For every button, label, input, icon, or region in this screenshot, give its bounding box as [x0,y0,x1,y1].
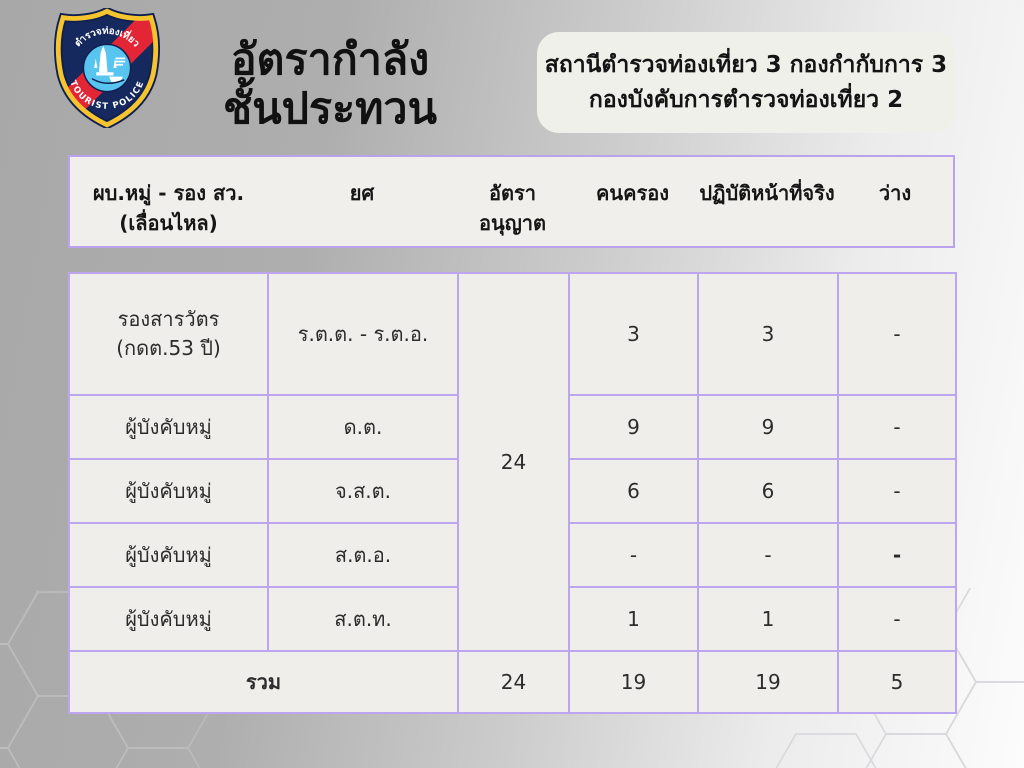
actual-duty-cell: - [697,522,839,588]
vacant-cell: - [837,458,957,524]
total-label-cell: รวม [68,650,459,714]
table-row: ผู้บังคับหมู่ ส.ต.ท. 1 1- [68,586,957,652]
column-header-label: คนครอง [596,181,669,205]
position-cell: ผู้บังคับหมู่ [68,586,269,652]
actual-duty-cell: 9 [697,394,839,460]
table-row: ผู้บังคับหมู่ ส.ต.อ. - - - [68,522,957,588]
table-row: รองสารวัตร (กดต.53 ปี) ร.ต.ต. - ร.ต.อ. 24 3 3… [68,272,957,652]
position-label: รองสารวัตร [117,307,220,331]
personnel-table: รองสารวัตร (กดต.53 ปี) ร.ต.ต. - ร.ต.อ. 24 3 3… [68,272,957,714]
occupied-cell: 9 [568,394,699,460]
vacant-cell: - [837,522,957,588]
table-row: ผู้บังคับหมู่ ด.ต. 9 9- [68,394,957,460]
position-label: ผู้บังคับหมู่ [125,414,212,439]
position-sublabel: (กดต.53 ปี) [116,336,221,360]
vacant-cell: - [837,394,957,460]
occupied-cell: 6 [568,458,699,524]
vacant-cell: - [837,586,957,652]
page-title-line2: ชั้นประทวน [223,84,437,135]
column-header-1: ยศ [267,178,457,208]
position-label: ผู้บังคับหมู่ [125,478,212,503]
column-header-sublabel: (เลื่อนไหล) [119,211,218,235]
occupied-cell: 3 [568,272,699,396]
total-occupied-cell: 19 [568,650,699,714]
actual-duty-cell: 3 [697,272,839,396]
column-header-3: คนครอง [568,178,697,208]
rank-cell: ด.ต. [267,394,459,460]
tourist-police-badge-icon: ตำรวจท่องเที่ยว TOURIST POLICE [54,6,160,130]
personnel-table-body: รองสารวัตร (กดต.53 ปี) ร.ต.ต. - ร.ต.อ. 24 3 3… [68,272,957,714]
position-cell: ผู้บังคับหมู่ [68,394,269,460]
column-header-label: ปฏิบัติหน้าที่จริง [699,181,835,205]
actual-duty-cell: 6 [697,458,839,524]
personnel-table-header: ผบ.หมู่ - รอง สว. (เลื่อนไหล) ยศ อัตราอนุญา… [68,155,955,248]
unit-name-line1: สถานีตำรวจท่องเที่ยว 3 กองกำกับการ 3 [544,52,948,78]
occupied-cell: 1 [568,586,699,652]
temple-and-boat-glyph [91,45,126,85]
table-total-row: รวม 24 19 19 5 [68,650,957,714]
actual-duty-cell: 1 [697,586,839,652]
rank-cell: ส.ต.ท. [267,586,459,652]
rank-cell: ร.ต.ต. - ร.ต.อ. [267,272,459,396]
position-cell: รองสารวัตร (กดต.53 ปี) [68,272,269,396]
column-header-label: ว่าง [878,181,912,205]
position-cell: ผู้บังคับหมู่ [68,522,269,588]
tourist-police-logo: ตำรวจท่องเที่ยว TOURIST POLICE [52,6,162,130]
column-header-2: อัตราอนุญาต [457,178,568,238]
allowed-total-cell: 24 [457,272,570,652]
occupied-cell: - [568,522,699,588]
vacant-cell: - [837,272,957,396]
page-title-line1: อัตรากำลัง [230,35,430,85]
total-allowed-cell: 24 [457,650,570,714]
table-row: ผู้บังคับหมู่ จ.ส.ต. 6 6- [68,458,957,524]
position-label: ผู้บังคับหมู่ [125,542,212,567]
total-vacant-cell: 5 [837,650,957,714]
column-header-4: ปฏิบัติหน้าที่จริง [697,178,837,208]
position-cell: ผู้บังคับหมู่ [68,458,269,524]
unit-name-line2: กองบังคับการตำรวจท่องเที่ยว 2 [588,86,904,113]
page-title: อัตรากำลัง ชั้นประทวน [188,35,472,135]
position-label: ผู้บังคับหมู่ [125,606,212,631]
rank-cell: ส.ต.อ. [267,522,459,588]
unit-name-badge: สถานีตำรวจท่องเที่ยว 3 กองกำกับการ 3 กอง… [537,32,955,133]
rank-cell: จ.ส.ต. [267,458,459,524]
column-header-label: อัตราอนุญาต [479,181,546,235]
total-actual-cell: 19 [697,650,839,714]
column-header-0: ผบ.หมู่ - รอง สว. (เลื่อนไหล) [70,178,267,238]
column-header-5: ว่าง [837,178,953,208]
column-header-label: ยศ [349,181,375,205]
column-header-label: ผบ.หมู่ - รอง สว. [92,181,245,205]
